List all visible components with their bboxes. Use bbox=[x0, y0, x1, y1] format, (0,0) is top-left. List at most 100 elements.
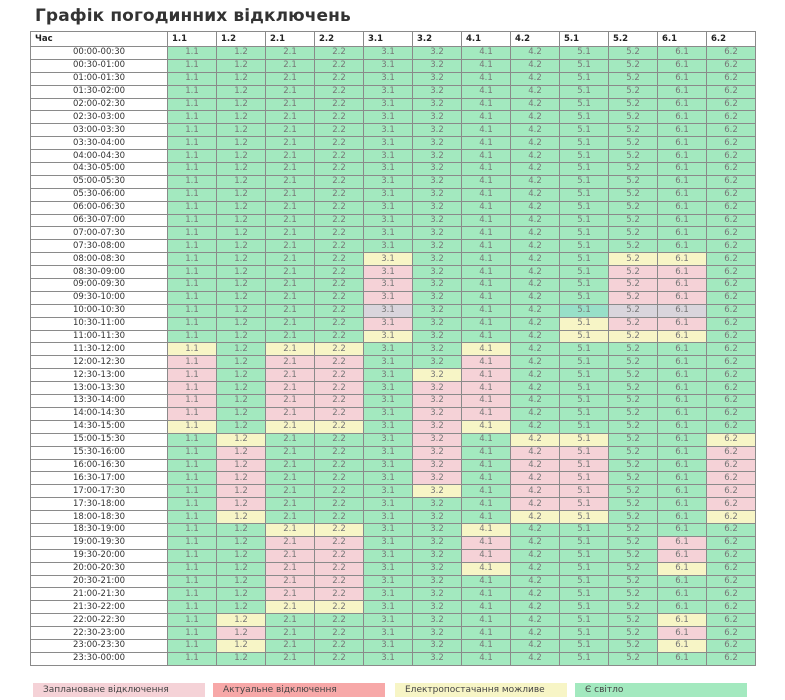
schedule-cell-light[interactable]: 5.1 bbox=[559, 419, 609, 434]
schedule-cell-light[interactable]: 2.1 bbox=[265, 510, 315, 524]
schedule-cell-light[interactable]: 5.1 bbox=[559, 97, 609, 112]
schedule-cell-light[interactable]: 3.1 bbox=[363, 187, 413, 202]
schedule-cell-light[interactable]: 3.1 bbox=[363, 522, 413, 537]
schedule-cell-light[interactable]: 3.1 bbox=[363, 123, 413, 138]
schedule-cell-light[interactable]: 3.1 bbox=[363, 587, 413, 602]
schedule-cell-light[interactable]: 2.1 bbox=[265, 200, 315, 215]
schedule-cell-light[interactable]: 4.2 bbox=[510, 355, 560, 370]
schedule-cell-possible-supply[interactable]: 5.2 bbox=[608, 329, 658, 344]
schedule-cell-light[interactable]: 1.1 bbox=[167, 497, 217, 512]
schedule-cell-light[interactable]: 1.2 bbox=[216, 187, 266, 202]
schedule-cell-light[interactable]: 6.2 bbox=[706, 252, 756, 267]
schedule-cell-light[interactable]: 5.2 bbox=[608, 510, 658, 524]
schedule-cell-light[interactable]: 2.1 bbox=[265, 187, 315, 202]
schedule-cell-light[interactable]: 3.1 bbox=[363, 535, 413, 550]
schedule-cell-light[interactable]: 1.1 bbox=[167, 162, 217, 176]
schedule-cell-light[interactable]: 2.2 bbox=[314, 200, 364, 215]
schedule-cell-light[interactable]: 2.2 bbox=[314, 239, 364, 254]
schedule-cell-light[interactable]: 3.2 bbox=[412, 329, 462, 344]
schedule-cell-possible-supply[interactable]: 6.2 bbox=[706, 510, 756, 524]
schedule-cell-scheduled-outage[interactable]: 1.2 bbox=[216, 445, 266, 460]
schedule-cell-light[interactable]: 3.1 bbox=[363, 600, 413, 615]
schedule-cell-light[interactable]: 6.1 bbox=[657, 600, 707, 615]
schedule-cell-light[interactable]: 2.2 bbox=[314, 252, 364, 267]
schedule-cell-light[interactable]: 1.2 bbox=[216, 290, 266, 305]
schedule-cell-light[interactable]: 4.2 bbox=[510, 613, 560, 628]
schedule-cell-light[interactable]: 4.2 bbox=[510, 187, 560, 202]
schedule-cell-light[interactable]: 2.2 bbox=[314, 213, 364, 228]
schedule-cell-scheduled-outage[interactable]: 5.1 bbox=[559, 484, 609, 499]
schedule-cell-light[interactable]: 4.2 bbox=[510, 200, 560, 215]
schedule-cell-light[interactable]: 2.2 bbox=[314, 613, 364, 628]
schedule-cell-possible-supply[interactable]: 3.2 bbox=[412, 484, 462, 499]
schedule-cell-light[interactable]: 4.2 bbox=[510, 123, 560, 138]
schedule-cell-light[interactable]: 3.1 bbox=[363, 149, 413, 164]
schedule-cell-scheduled-outage[interactable]: 3.2 bbox=[412, 381, 462, 396]
schedule-cell-light[interactable]: 6.1 bbox=[657, 406, 707, 421]
schedule-cell-light[interactable]: 6.2 bbox=[706, 97, 756, 112]
schedule-cell-light[interactable]: 6.1 bbox=[657, 510, 707, 524]
schedule-cell-scheduled-outage[interactable]: 2.1 bbox=[265, 355, 315, 370]
schedule-cell-light[interactable]: 3.2 bbox=[412, 239, 462, 254]
schedule-cell-light[interactable]: 4.2 bbox=[510, 342, 560, 357]
schedule-cell-light[interactable]: 5.1 bbox=[559, 394, 609, 408]
schedule-cell-light[interactable]: 1.2 bbox=[216, 265, 266, 280]
schedule-cell-light[interactable]: 6.2 bbox=[706, 381, 756, 396]
schedule-cell-light[interactable]: 3.1 bbox=[363, 471, 413, 486]
schedule-cell-scheduled-outage[interactable]: 3.2 bbox=[412, 394, 462, 408]
schedule-cell-light[interactable]: 4.1 bbox=[461, 316, 511, 331]
schedule-cell-light[interactable]: 6.2 bbox=[706, 200, 756, 215]
schedule-cell-light[interactable]: 4.2 bbox=[510, 406, 560, 421]
schedule-cell-light[interactable]: 6.2 bbox=[706, 600, 756, 615]
schedule-cell-light[interactable]: 5.2 bbox=[608, 626, 658, 640]
schedule-cell-light[interactable]: 3.2 bbox=[412, 278, 462, 292]
schedule-cell-scheduled-outage[interactable]: 5.2 bbox=[608, 316, 658, 331]
schedule-cell-scheduled-outage[interactable]: 6.1 bbox=[657, 278, 707, 292]
schedule-cell-light[interactable]: 6.1 bbox=[657, 458, 707, 473]
schedule-cell-scheduled-outage[interactable]: 6.1 bbox=[657, 535, 707, 550]
schedule-cell-light[interactable]: 1.1 bbox=[167, 71, 217, 86]
schedule-cell-light[interactable]: 2.1 bbox=[265, 471, 315, 486]
schedule-cell-light[interactable]: 5.2 bbox=[608, 84, 658, 99]
schedule-cell-light[interactable]: 6.1 bbox=[657, 445, 707, 460]
schedule-cell-light[interactable]: 3.1 bbox=[363, 406, 413, 421]
schedule-cell-light[interactable]: 2.1 bbox=[265, 149, 315, 164]
schedule-cell-light[interactable]: 6.1 bbox=[657, 226, 707, 241]
schedule-cell-light[interactable]: 6.2 bbox=[706, 290, 756, 305]
schedule-cell-light[interactable]: 1.2 bbox=[216, 394, 266, 408]
schedule-cell-light[interactable]: 6.2 bbox=[706, 303, 756, 318]
schedule-cell-light[interactable]: 4.2 bbox=[510, 329, 560, 344]
schedule-cell-light[interactable]: 6.2 bbox=[706, 613, 756, 628]
schedule-cell-light[interactable]: 2.1 bbox=[265, 136, 315, 151]
schedule-cell-light[interactable]: 5.2 bbox=[608, 458, 658, 473]
schedule-cell-light[interactable]: 2.1 bbox=[265, 303, 315, 318]
schedule-cell-light[interactable]: 4.2 bbox=[510, 162, 560, 176]
schedule-cell-scheduled-outage[interactable]: 2.2 bbox=[314, 394, 364, 408]
schedule-cell-scheduled-outage-highlighted[interactable]: 3.1 bbox=[363, 303, 413, 318]
schedule-cell-light[interactable]: 1.1 bbox=[167, 510, 217, 524]
schedule-cell-scheduled-outage[interactable]: 2.1 bbox=[265, 381, 315, 396]
schedule-cell-light[interactable]: 1.1 bbox=[167, 265, 217, 280]
schedule-cell-light[interactable]: 4.1 bbox=[461, 303, 511, 318]
schedule-cell-light[interactable]: 5.2 bbox=[608, 587, 658, 602]
schedule-cell-light[interactable]: 1.2 bbox=[216, 600, 266, 615]
schedule-cell-light[interactable]: 5.1 bbox=[559, 587, 609, 602]
schedule-cell-light[interactable]: 6.1 bbox=[657, 213, 707, 228]
schedule-cell-light[interactable]: 5.1 bbox=[559, 162, 609, 176]
schedule-cell-possible-supply[interactable]: 2.2 bbox=[314, 600, 364, 615]
schedule-cell-scheduled-outage[interactable]: 3.1 bbox=[363, 265, 413, 280]
schedule-cell-scheduled-outage[interactable]: 3.1 bbox=[363, 290, 413, 305]
schedule-cell-light[interactable]: 1.2 bbox=[216, 381, 266, 396]
schedule-cell-light[interactable]: 3.2 bbox=[412, 213, 462, 228]
schedule-cell-light[interactable]: 4.1 bbox=[461, 149, 511, 164]
schedule-cell-light[interactable]: 3.2 bbox=[412, 303, 462, 318]
schedule-cell-light[interactable]: 3.2 bbox=[412, 162, 462, 176]
schedule-cell-light[interactable]: 5.2 bbox=[608, 136, 658, 151]
schedule-cell-light[interactable]: 6.1 bbox=[657, 84, 707, 99]
schedule-cell-light[interactable]: 2.1 bbox=[265, 278, 315, 292]
schedule-cell-light[interactable]: 1.1 bbox=[167, 329, 217, 344]
schedule-cell-light[interactable]: 5.2 bbox=[608, 574, 658, 589]
schedule-cell-light[interactable]: 6.2 bbox=[706, 46, 756, 60]
schedule-cell-light[interactable]: 5.2 bbox=[608, 123, 658, 138]
schedule-cell-light[interactable]: 6.2 bbox=[706, 329, 756, 344]
